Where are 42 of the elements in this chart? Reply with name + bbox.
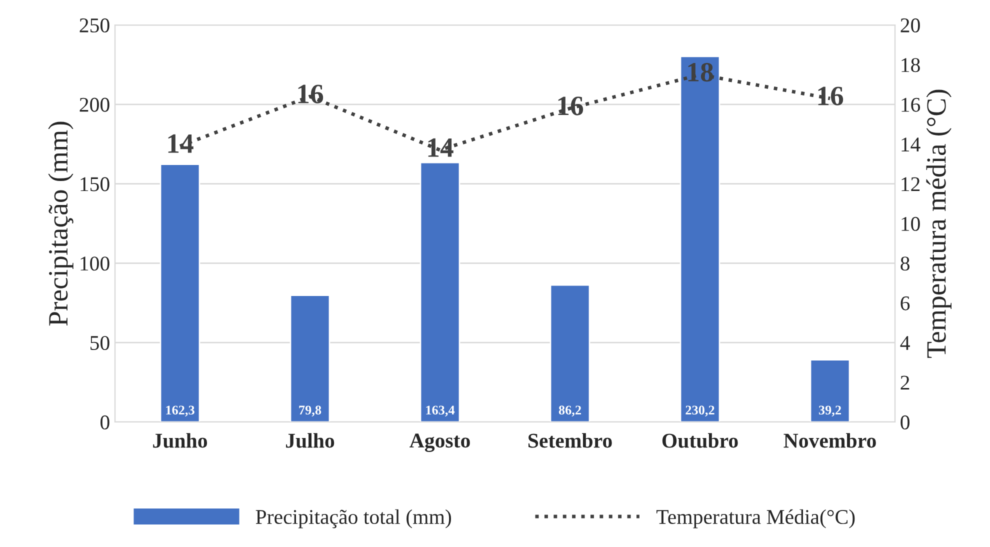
y-tick-label: 50 — [90, 336, 110, 350]
y2-tick-label: 16 — [902, 98, 920, 112]
bar — [680, 56, 720, 422]
data-label: 14 — [428, 138, 454, 157]
y2-tick-label: 20 — [900, 18, 920, 32]
data-label: 86,2 — [558, 406, 581, 416]
legend-label: Precipitação total (mm) — [256, 509, 452, 528]
y2-tick-label: 18 — [902, 58, 920, 72]
x-tick-label: Novembro — [784, 433, 876, 448]
data-label: 230,2 — [686, 406, 714, 416]
y-tick-label: 250 — [80, 18, 110, 32]
y2-tick-label: 2 — [900, 376, 910, 390]
y2-tick-label: 4 — [900, 336, 910, 350]
y2-tick-label: 6 — [900, 296, 910, 310]
x-tick-label: Junho — [153, 433, 208, 448]
y-axis-title: Precipitação (mm) — [48, 122, 74, 326]
y2-tick-label: 0 — [900, 415, 910, 430]
x-tick-label: Outubro — [662, 433, 738, 448]
data-label: 162,3 — [166, 406, 194, 416]
y2-tick-label: 12 — [902, 177, 920, 192]
x-tick-label: Julho — [286, 433, 334, 448]
x-tick-label: Setembro — [528, 433, 612, 448]
data-label: 16 — [818, 86, 844, 106]
y2-axis-title: Temperatura média (°C) — [926, 90, 952, 358]
data-label: 79,8 — [299, 406, 322, 416]
data-label: 16 — [558, 96, 584, 116]
y2-tick-label: 10 — [902, 216, 920, 231]
bar — [290, 294, 330, 422]
y2-tick-label: 8 — [900, 256, 910, 271]
y-tick-label: 150 — [80, 177, 110, 192]
bar — [550, 284, 590, 422]
y-tick-label: 200 — [80, 98, 110, 112]
data-label: 39,2 — [818, 406, 841, 416]
y-tick-label: 0 — [100, 415, 110, 430]
bar — [160, 164, 200, 422]
x-tick-label: Agosto — [410, 434, 470, 452]
legend-label: Temperatura Média(°C) — [656, 509, 855, 528]
y2-tick-label: 14 — [902, 138, 920, 152]
bar — [420, 162, 460, 422]
data-label: 163,4 — [426, 406, 455, 416]
y-tick-label: 100 — [80, 256, 110, 271]
bar — [810, 359, 850, 422]
